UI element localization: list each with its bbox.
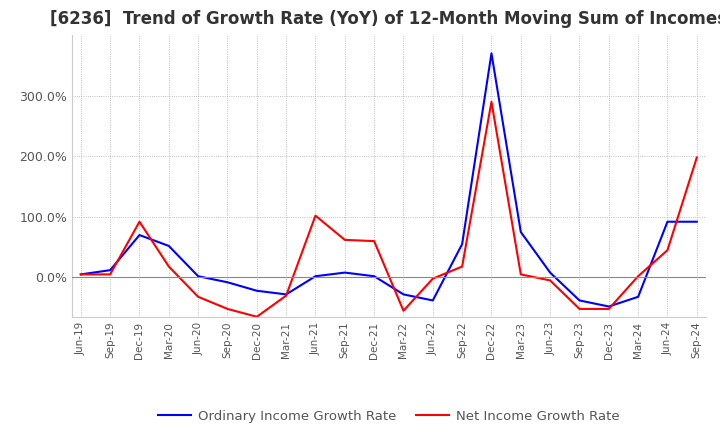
Net Income Growth Rate bbox=[135, 219, 144, 224]
Line: Net Income Growth Rate: Net Income Growth Rate bbox=[81, 102, 697, 317]
Legend: Ordinary Income Growth Rate, Net Income Growth Rate: Ordinary Income Growth Rate, Net Income … bbox=[153, 405, 624, 429]
Net Income Growth Rate bbox=[194, 294, 202, 300]
Net Income Growth Rate bbox=[458, 264, 467, 269]
Ordinary Income Growth Rate bbox=[546, 270, 554, 275]
Ordinary Income Growth Rate bbox=[341, 270, 349, 275]
Net Income Growth Rate bbox=[546, 278, 554, 283]
Ordinary Income Growth Rate bbox=[428, 298, 437, 303]
Net Income Growth Rate bbox=[253, 314, 261, 319]
Ordinary Income Growth Rate bbox=[399, 292, 408, 297]
Ordinary Income Growth Rate bbox=[76, 272, 85, 277]
Ordinary Income Growth Rate bbox=[223, 280, 232, 285]
Ordinary Income Growth Rate bbox=[575, 298, 584, 303]
Ordinary Income Growth Rate bbox=[135, 232, 144, 238]
Line: Ordinary Income Growth Rate: Ordinary Income Growth Rate bbox=[81, 53, 697, 307]
Net Income Growth Rate bbox=[693, 155, 701, 160]
Net Income Growth Rate bbox=[282, 293, 290, 298]
Net Income Growth Rate bbox=[605, 306, 613, 312]
Ordinary Income Growth Rate bbox=[605, 304, 613, 309]
Ordinary Income Growth Rate bbox=[253, 288, 261, 293]
Ordinary Income Growth Rate bbox=[693, 219, 701, 224]
Net Income Growth Rate bbox=[106, 272, 114, 277]
Net Income Growth Rate bbox=[663, 248, 672, 253]
Net Income Growth Rate bbox=[399, 308, 408, 313]
Ordinary Income Growth Rate bbox=[663, 219, 672, 224]
Net Income Growth Rate bbox=[634, 274, 642, 279]
Net Income Growth Rate bbox=[311, 213, 320, 218]
Ordinary Income Growth Rate bbox=[164, 243, 173, 249]
Ordinary Income Growth Rate bbox=[106, 268, 114, 273]
Net Income Growth Rate bbox=[76, 272, 85, 277]
Ordinary Income Growth Rate bbox=[516, 229, 525, 235]
Net Income Growth Rate bbox=[516, 272, 525, 277]
Ordinary Income Growth Rate bbox=[487, 51, 496, 56]
Ordinary Income Growth Rate bbox=[634, 294, 642, 300]
Net Income Growth Rate bbox=[164, 264, 173, 269]
Title: [6236]  Trend of Growth Rate (YoY) of 12-Month Moving Sum of Incomes: [6236] Trend of Growth Rate (YoY) of 12-… bbox=[50, 10, 720, 28]
Ordinary Income Growth Rate bbox=[370, 274, 379, 279]
Net Income Growth Rate bbox=[223, 306, 232, 312]
Net Income Growth Rate bbox=[487, 99, 496, 104]
Net Income Growth Rate bbox=[341, 237, 349, 242]
Ordinary Income Growth Rate bbox=[194, 274, 202, 279]
Net Income Growth Rate bbox=[428, 276, 437, 281]
Ordinary Income Growth Rate bbox=[282, 292, 290, 297]
Ordinary Income Growth Rate bbox=[311, 274, 320, 279]
Ordinary Income Growth Rate bbox=[458, 242, 467, 247]
Net Income Growth Rate bbox=[370, 238, 379, 244]
Net Income Growth Rate bbox=[575, 306, 584, 312]
